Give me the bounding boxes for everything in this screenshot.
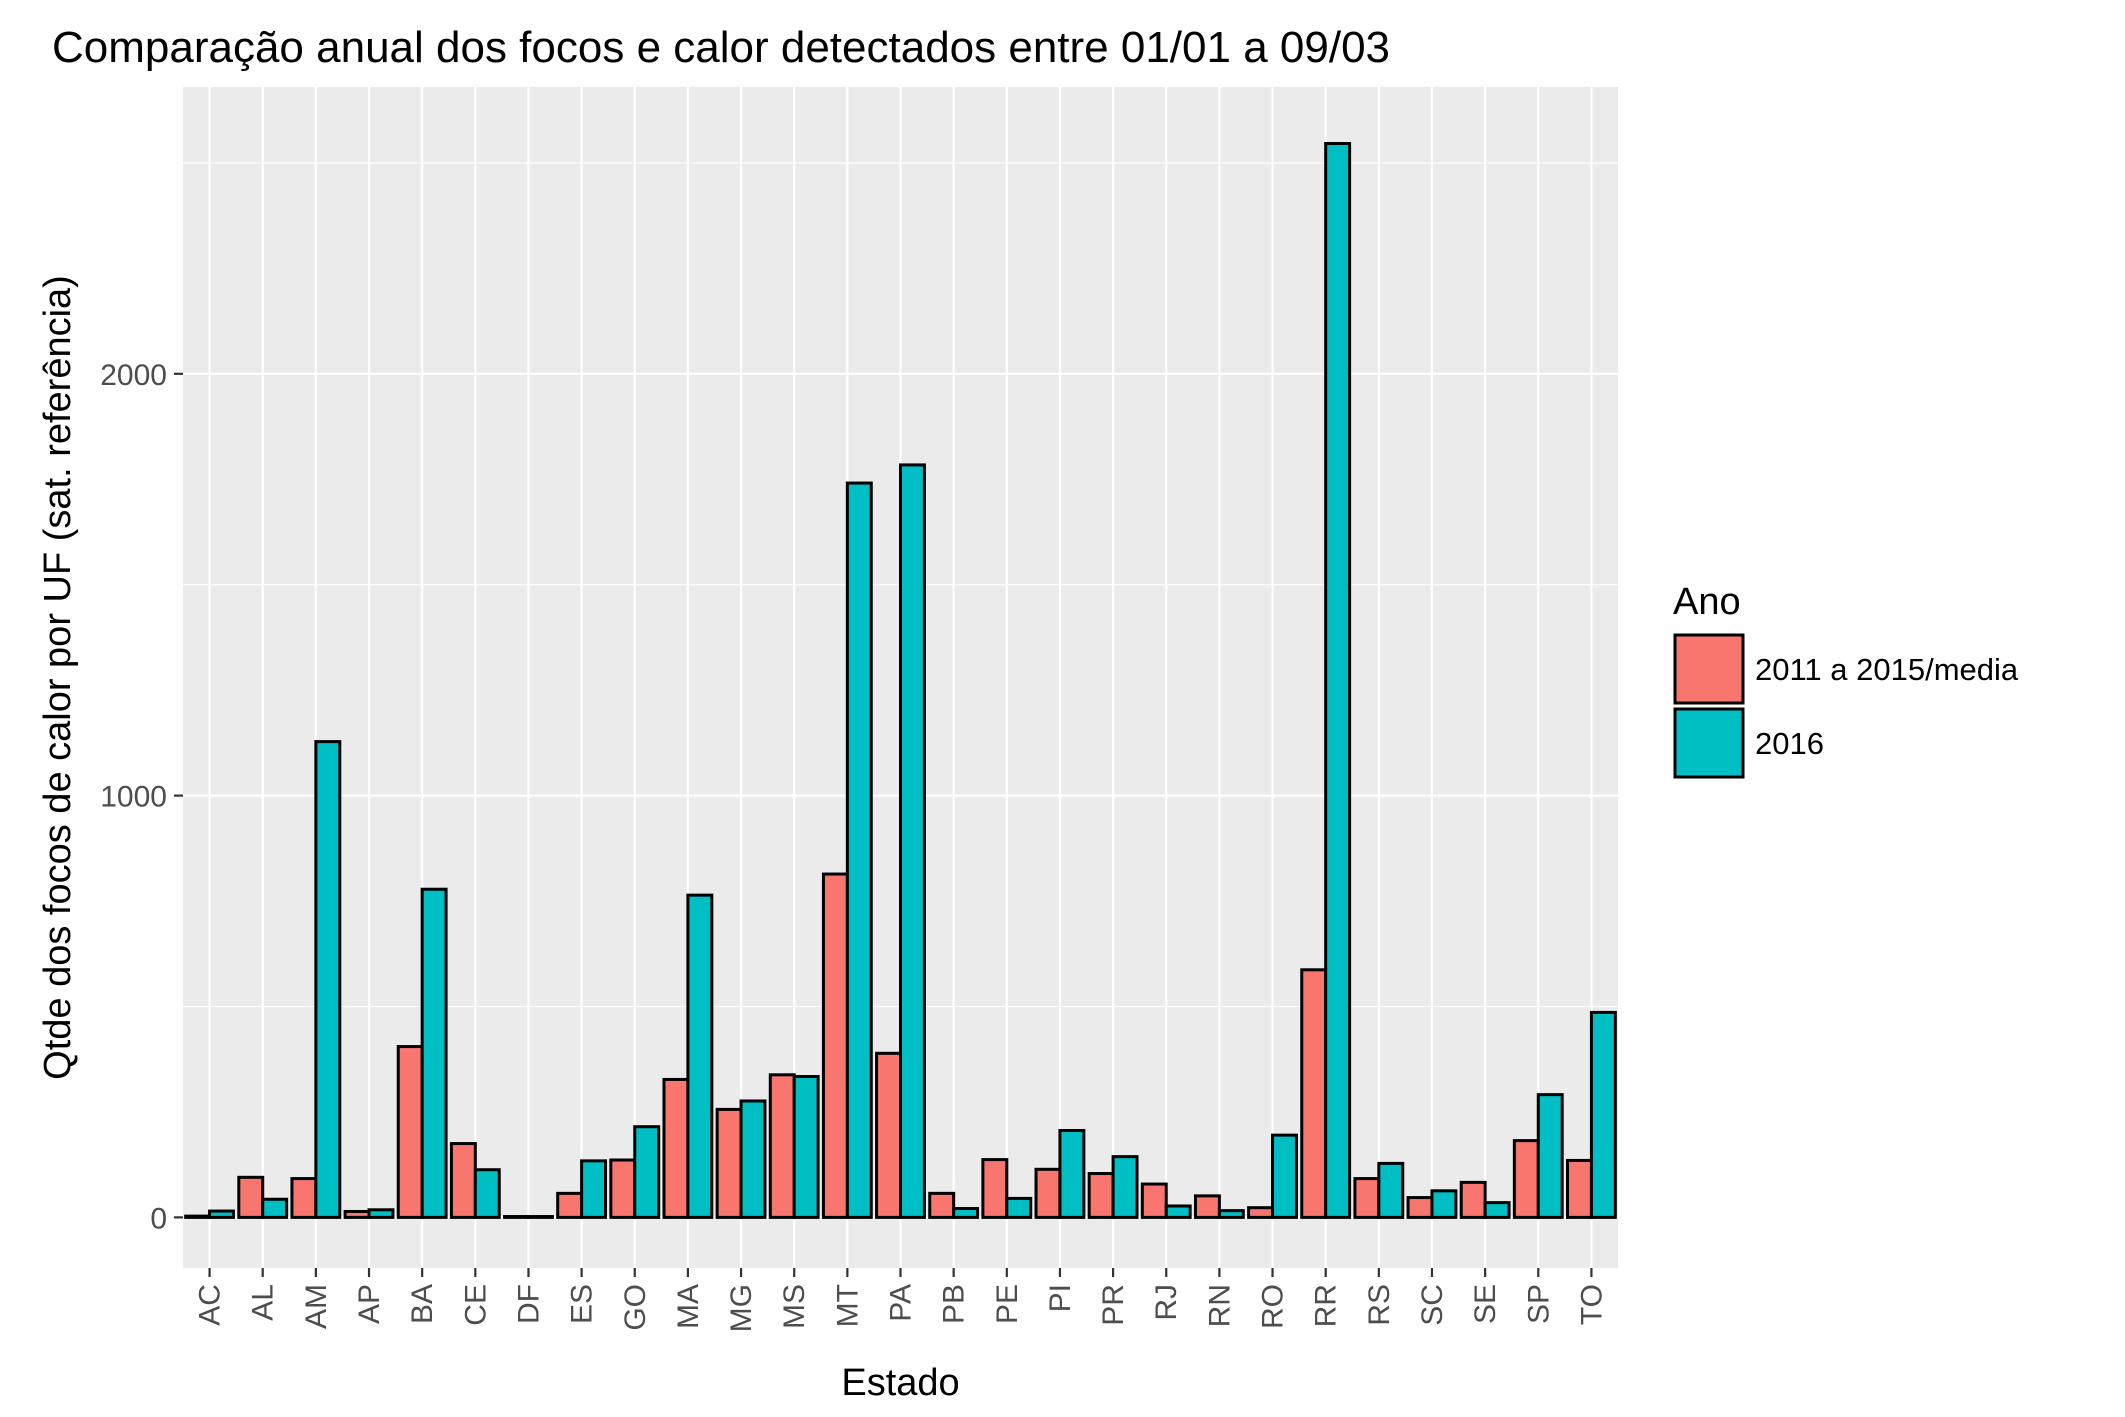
x-tick-label: MS [778, 1284, 811, 1329]
bar-PE-series-2 [1005, 1196, 1033, 1219]
bar-PB-series-2 [952, 1207, 980, 1219]
bar-MT-series-1 [821, 872, 849, 1219]
bar-MA-series-2 [686, 893, 714, 1219]
x-tick-label: AL [247, 1284, 280, 1321]
legend-label-series-1: 2011 a 2015/media [1755, 652, 2019, 687]
bar-PB-series-1 [928, 1191, 956, 1219]
bar-ES-series-1 [556, 1191, 584, 1219]
x-axis-tick-labels: AC AL AM AP BA CE DF ES GO MA MG MS MT PA PB PE PI PR RJ RN… [194, 1284, 1609, 1332]
bar-AM-series-2 [314, 740, 342, 1219]
bar-MG-series-2 [739, 1099, 767, 1219]
bar-AL-series-2 [261, 1197, 289, 1219]
x-tick-label: SP [1522, 1284, 1555, 1324]
x-tick-label: CE [459, 1284, 492, 1326]
bar-RO-series-1 [1247, 1206, 1275, 1219]
x-tick-label: RR [1310, 1284, 1343, 1327]
x-tick-label: MT [831, 1284, 864, 1327]
legend-key-series-1 [1673, 633, 1745, 705]
bar-SP-series-1 [1512, 1139, 1540, 1219]
bar-AL-series-1 [237, 1175, 265, 1219]
bar-RS-series-2 [1377, 1161, 1405, 1219]
legend-title: Ano [1673, 581, 1741, 623]
x-tick-label: MA [672, 1284, 705, 1329]
bar-MG-series-1 [715, 1107, 743, 1219]
bar-PI-series-2 [1058, 1128, 1086, 1219]
bar-TO-series-2 [1589, 1010, 1617, 1219]
bar-AP-series-2 [367, 1208, 395, 1219]
bar-RO-series-2 [1271, 1133, 1298, 1219]
bar-PI-series-1 [1034, 1167, 1062, 1219]
bar-MT-series-2 [845, 481, 873, 1219]
bar-RJ-series-2 [1164, 1204, 1192, 1219]
y-tick-label: 2000 [100, 359, 167, 392]
x-tick-label: SC [1416, 1284, 1449, 1326]
x-tick-label: GO [619, 1284, 652, 1331]
bar-AC-series-1 [184, 1214, 212, 1219]
legend-key-series-2 [1673, 707, 1745, 779]
bars [184, 142, 1617, 1219]
y-axis-title: Qtde dos focos de calor por UF (sat. ref… [37, 275, 79, 1080]
legend: Ano 2011 a 2015/media 2016 [1673, 581, 2019, 779]
x-tick-label: PA [885, 1284, 918, 1322]
bar-PA-series-2 [899, 463, 926, 1219]
axis-ticks [174, 372, 1593, 1277]
x-tick-label: ES [566, 1284, 599, 1324]
bar-RJ-series-1 [1140, 1182, 1168, 1219]
bar-CE-series-1 [449, 1142, 477, 1219]
x-tick-label: RO [1257, 1284, 1290, 1329]
x-tick-label: PI [1044, 1284, 1077, 1312]
bar-MS-series-1 [768, 1073, 796, 1219]
x-tick-label: AM [300, 1284, 333, 1329]
x-tick-label: PR [1097, 1284, 1130, 1326]
x-tick-label: TO [1575, 1284, 1608, 1325]
bar-GO-series-2 [633, 1125, 661, 1219]
bar-RR-series-1 [1300, 968, 1328, 1219]
bar-SE-series-1 [1459, 1180, 1487, 1219]
bar-DF-series-1 [503, 1215, 530, 1219]
x-axis-title: Estado [841, 1362, 959, 1404]
x-tick-label: PE [991, 1284, 1024, 1324]
bar-RS-series-1 [1353, 1177, 1381, 1219]
bar-DF-series-2 [526, 1215, 554, 1219]
y-tick-label: 0 [150, 1202, 167, 1235]
x-tick-label: BA [406, 1284, 439, 1324]
bar-CE-series-2 [473, 1168, 501, 1219]
bar-SC-series-2 [1430, 1189, 1458, 1219]
bar-MS-series-2 [792, 1075, 820, 1219]
bar-AM-series-1 [290, 1177, 318, 1219]
bar-RR-series-2 [1324, 142, 1352, 1219]
bar-ES-series-2 [580, 1159, 608, 1219]
x-tick-label: PB [938, 1284, 971, 1324]
chart-title: Comparação anual dos focos e calor detec… [52, 23, 1390, 72]
bar-BA-series-1 [396, 1045, 424, 1219]
x-tick-label: AC [194, 1284, 227, 1326]
bar-PR-series-2 [1111, 1155, 1139, 1219]
x-tick-label: MG [725, 1284, 758, 1332]
x-tick-label: RN [1203, 1284, 1236, 1327]
bar-TO-series-1 [1566, 1158, 1593, 1219]
x-tick-label: RS [1363, 1284, 1396, 1326]
x-tick-label: RJ [1150, 1284, 1183, 1321]
y-tick-label: 1000 [100, 781, 167, 814]
bar-PA-series-1 [875, 1051, 902, 1219]
x-tick-label: SE [1469, 1284, 1502, 1324]
bar-SE-series-2 [1483, 1201, 1511, 1219]
bar-SP-series-2 [1536, 1093, 1564, 1219]
bar-PE-series-1 [981, 1158, 1009, 1219]
bar-AC-series-2 [208, 1209, 235, 1219]
bar-MA-series-1 [662, 1077, 690, 1219]
bar-BA-series-2 [420, 887, 448, 1219]
y-axis-tick-labels: 0 1000 2000 [100, 359, 167, 1236]
bar-AP-series-1 [343, 1209, 371, 1219]
bar-PR-series-1 [1087, 1172, 1115, 1219]
x-tick-label: DF [512, 1284, 545, 1324]
legend-label-series-2: 2016 [1755, 726, 1824, 761]
x-tick-label: AP [353, 1284, 386, 1324]
bar-RN-series-1 [1193, 1194, 1221, 1219]
bar-GO-series-1 [609, 1158, 637, 1219]
bar-SC-series-1 [1406, 1196, 1434, 1219]
bar-RN-series-2 [1217, 1209, 1245, 1219]
